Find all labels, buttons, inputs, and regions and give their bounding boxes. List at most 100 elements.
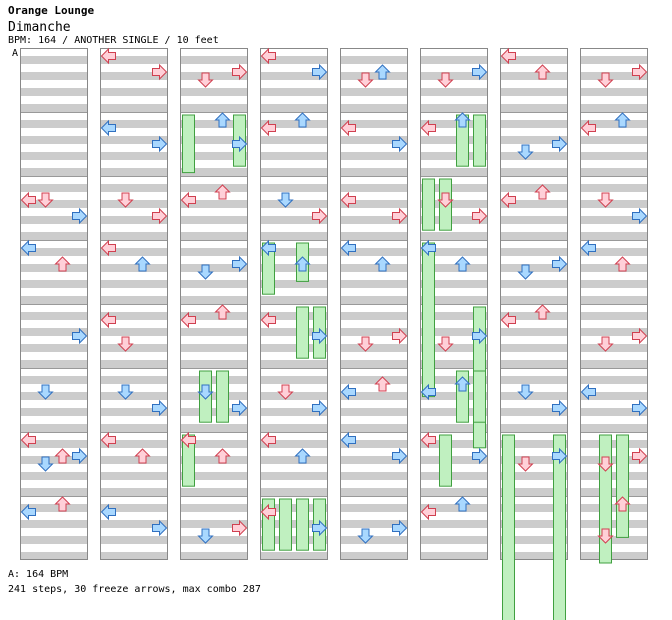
right-arrow [392, 447, 408, 465]
beat-band [180, 72, 248, 80]
beat-band [20, 520, 88, 528]
beat-band [580, 392, 648, 400]
beat-band [260, 424, 328, 432]
beat-band [20, 120, 88, 128]
beat-band [580, 456, 648, 464]
up-arrow [454, 496, 471, 512]
beat-band [260, 88, 328, 96]
beat-band [180, 280, 248, 288]
beat-band [580, 440, 648, 448]
beat-band [500, 408, 568, 416]
beat-band [100, 472, 168, 480]
beat-band [500, 328, 568, 336]
beat-band [100, 328, 168, 336]
beat-band [420, 168, 488, 176]
beat-band [420, 520, 488, 528]
left-arrow [500, 47, 516, 65]
beat-band [260, 216, 328, 224]
beat-band [340, 264, 408, 272]
up-arrow [54, 256, 71, 272]
left-arrow [260, 47, 276, 65]
beat-band [580, 72, 648, 80]
chart-panel-border [580, 48, 648, 560]
beat-band [420, 376, 488, 384]
beat-band [500, 312, 568, 320]
beat-band [180, 520, 248, 528]
left-arrow [100, 47, 116, 65]
beat-band [180, 504, 248, 512]
beat-band [340, 344, 408, 352]
left-arrow [100, 503, 116, 521]
beat-band [20, 264, 88, 272]
beat-band [340, 424, 408, 432]
left-arrow [340, 383, 356, 401]
beat-band [20, 504, 88, 512]
beat-band [100, 88, 168, 96]
beat-band [100, 280, 168, 288]
beat-band [180, 376, 248, 384]
beat-band [260, 472, 328, 480]
down-arrow [437, 192, 454, 208]
freeze-arrow [279, 498, 292, 551]
beat-band [420, 264, 488, 272]
right-arrow [552, 255, 568, 273]
beat-band [420, 88, 488, 96]
beat-band [20, 424, 88, 432]
beat-band [420, 296, 488, 304]
beat-band [420, 536, 488, 544]
beat-band [580, 312, 648, 320]
stats-line: 241 steps, 30 freeze arrows, max combo 2… [8, 584, 261, 595]
beat-band [500, 472, 568, 480]
beat-band [180, 328, 248, 336]
right-arrow [232, 135, 248, 153]
beat-band [340, 152, 408, 160]
beat-band [180, 360, 248, 368]
beat-band [180, 232, 248, 240]
freeze-arrow [182, 114, 195, 174]
freeze-arrow [553, 434, 566, 620]
down-arrow [597, 456, 614, 472]
beat-band [260, 344, 328, 352]
beat-band [340, 312, 408, 320]
right-arrow [472, 207, 488, 225]
freeze-arrow [296, 498, 309, 551]
right-arrow [152, 399, 168, 417]
beat-band [100, 552, 168, 560]
beat-band [580, 200, 648, 208]
up-arrow [214, 112, 231, 128]
beat-band [420, 456, 488, 464]
beat-band [500, 200, 568, 208]
beat-band [100, 264, 168, 272]
freeze-arrow [439, 434, 452, 487]
beat-band [100, 312, 168, 320]
right-arrow [312, 207, 328, 225]
beat-band [580, 424, 648, 432]
beat-band [180, 472, 248, 480]
beat-band [500, 184, 568, 192]
beat-band [500, 376, 568, 384]
down-arrow [37, 192, 54, 208]
beat-band [340, 184, 408, 192]
beat-band [100, 120, 168, 128]
beat-band [20, 168, 88, 176]
freeze-arrow [616, 434, 629, 538]
beat-band [20, 104, 88, 112]
beat-band [580, 296, 648, 304]
up-arrow [374, 64, 391, 80]
beat-band [580, 232, 648, 240]
beat-band [420, 232, 488, 240]
beat-band [580, 152, 648, 160]
beat-band [420, 136, 488, 144]
beat-band [20, 536, 88, 544]
beat-band [420, 312, 488, 320]
right-arrow [232, 519, 248, 537]
beat-band [420, 504, 488, 512]
beat-band [180, 88, 248, 96]
down-arrow [197, 72, 214, 88]
beat-band [100, 168, 168, 176]
beat-band [20, 200, 88, 208]
beat-band [260, 232, 328, 240]
beat-band [20, 360, 88, 368]
beat-band [180, 248, 248, 256]
beat-band [580, 408, 648, 416]
